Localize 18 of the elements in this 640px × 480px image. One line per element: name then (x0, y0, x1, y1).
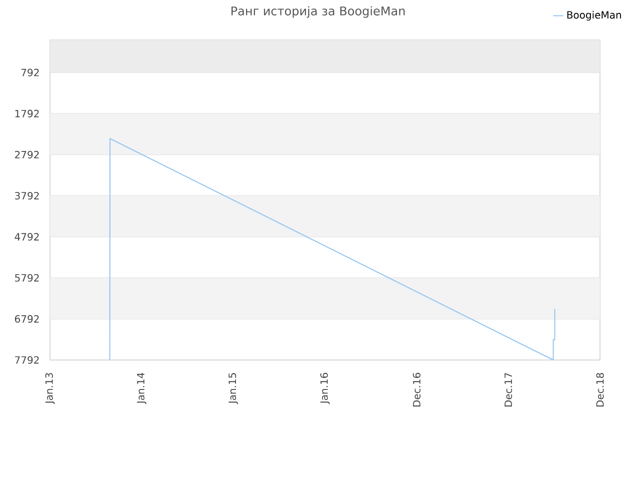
x-tick-label: Jan.13 (45, 373, 55, 404)
x-tick-label: Jan.16 (320, 372, 330, 404)
y-tick-label: 6792 (14, 315, 39, 323)
x-tick-label: Jan.15 (228, 373, 238, 404)
x-tick-label: Dec.18 (596, 372, 604, 407)
x-tick-label: Dec.17 (504, 373, 512, 407)
y-tick-label: 4792 (14, 233, 39, 241)
y-tick-label: 792 (21, 68, 39, 76)
y-tick-label: 2792 (15, 150, 39, 158)
y-tick-label: 3792 (15, 192, 39, 200)
line-series (109, 138, 556, 360)
y-tick-label: 1792 (15, 110, 39, 118)
chart-title: Ранг историја за BoogieMan (232, 6, 405, 18)
x-tick-label: Dec.16 (412, 372, 420, 407)
y-tick-label: 5792 (15, 274, 39, 282)
x-tick-label: Jan.14 (137, 372, 146, 404)
legend-label: BoogieMan (567, 10, 621, 21)
y-tick-label: 7792 (15, 356, 39, 364)
